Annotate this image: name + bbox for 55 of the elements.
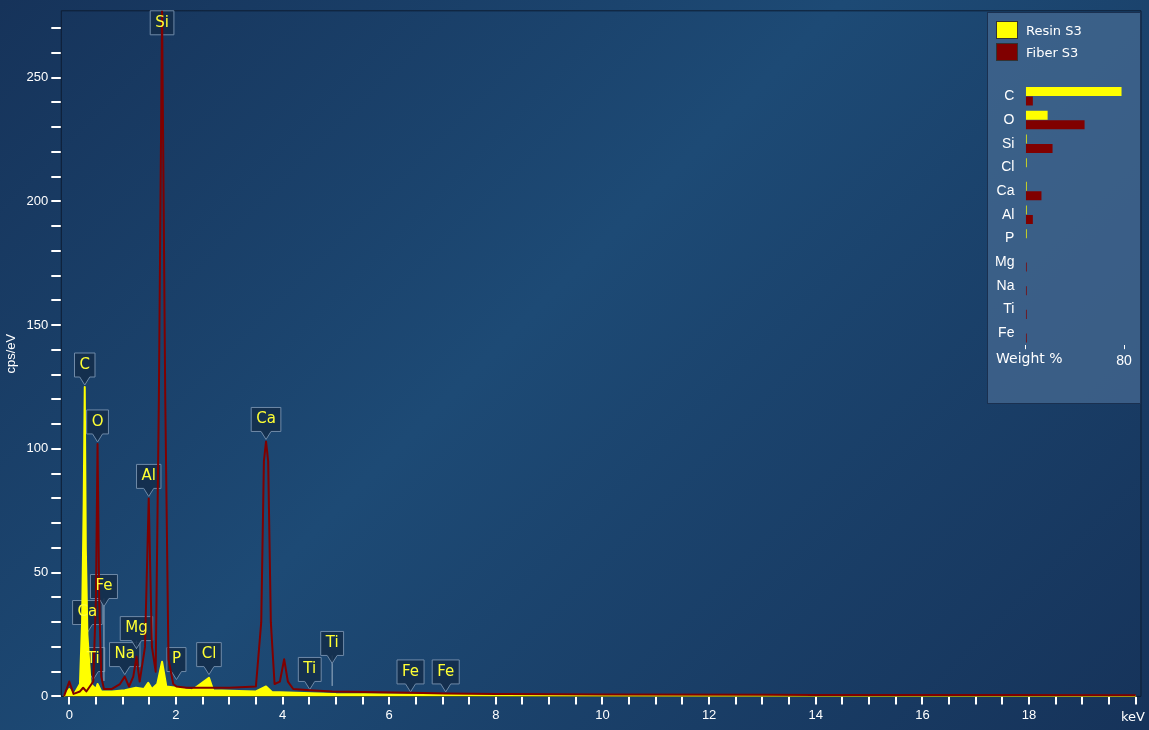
y-tick-label: Fe	[998, 324, 1015, 341]
y-tick-label: P	[1005, 229, 1015, 246]
annotation: Fe	[402, 661, 420, 680]
annotation: Ca	[256, 409, 276, 428]
x-tick-label: 16	[915, 706, 930, 722]
x-tick-label: 2	[172, 706, 180, 722]
x-tick-label: 6	[385, 706, 393, 722]
annotation: Si	[155, 12, 169, 31]
y-tick-label: Mg	[995, 253, 1015, 270]
annotation: Fe	[95, 576, 113, 595]
y-tick-label: Si	[1002, 134, 1015, 151]
bar	[1025, 143, 1053, 153]
legend-label: Resin S3	[1026, 22, 1082, 38]
x-axis-title: Weight %	[996, 349, 1063, 366]
annotation: P	[171, 649, 181, 668]
y-tick-label: 0	[41, 687, 49, 703]
bar	[1025, 87, 1122, 97]
bar	[1025, 215, 1033, 225]
x-tick-label: 4	[278, 706, 287, 722]
x-tick-label: 8	[492, 706, 500, 722]
bar	[1025, 191, 1042, 201]
x-tick-label: 80	[1116, 352, 1132, 369]
y-tick-label: 250	[26, 69, 49, 85]
y-tick-label: Na	[996, 276, 1015, 293]
x-tick-label: 18	[1021, 706, 1037, 722]
x-axis-title: keV	[1121, 709, 1146, 725]
y-tick-label: 100	[26, 440, 49, 456]
annotation: O	[91, 411, 104, 430]
y-axis-title: cps/eV	[3, 333, 19, 374]
bar	[1025, 120, 1085, 130]
annotation: Mg	[125, 618, 148, 637]
y-tick-label: O	[1003, 110, 1015, 127]
annotation: C	[79, 354, 90, 373]
annotation: Ti	[302, 659, 317, 678]
bar	[1025, 96, 1033, 106]
y-tick-label: 150	[26, 316, 49, 332]
annotation: Na	[114, 644, 135, 663]
y-tick-label: Al	[1002, 205, 1015, 222]
annotation: Cl	[201, 644, 217, 663]
x-tick-label: 12	[701, 706, 717, 722]
legend-label: Fiber S3	[1026, 44, 1079, 60]
x-tick-label: 10	[595, 706, 610, 722]
y-tick-label: Ca	[996, 181, 1015, 198]
y-tick-label: 200	[26, 192, 49, 208]
x-tick-label: 14	[808, 706, 823, 722]
y-tick-label: Ti	[1003, 300, 1015, 317]
y-tick-label: Cl	[1001, 158, 1015, 175]
annotation: Ti	[324, 633, 339, 652]
bar	[1025, 110, 1048, 120]
annotation: Al	[141, 466, 156, 485]
y-tick-label: 50	[33, 564, 49, 580]
y-tick-label: C	[1004, 87, 1015, 104]
annotation: Fe	[437, 661, 455, 680]
x-tick-label: 0	[65, 706, 73, 722]
inset-panel: Resin S3 Fiber S3 80 C O Si Cl Ca Al P Mg Na Ti Fe Weight %	[987, 12, 1141, 404]
